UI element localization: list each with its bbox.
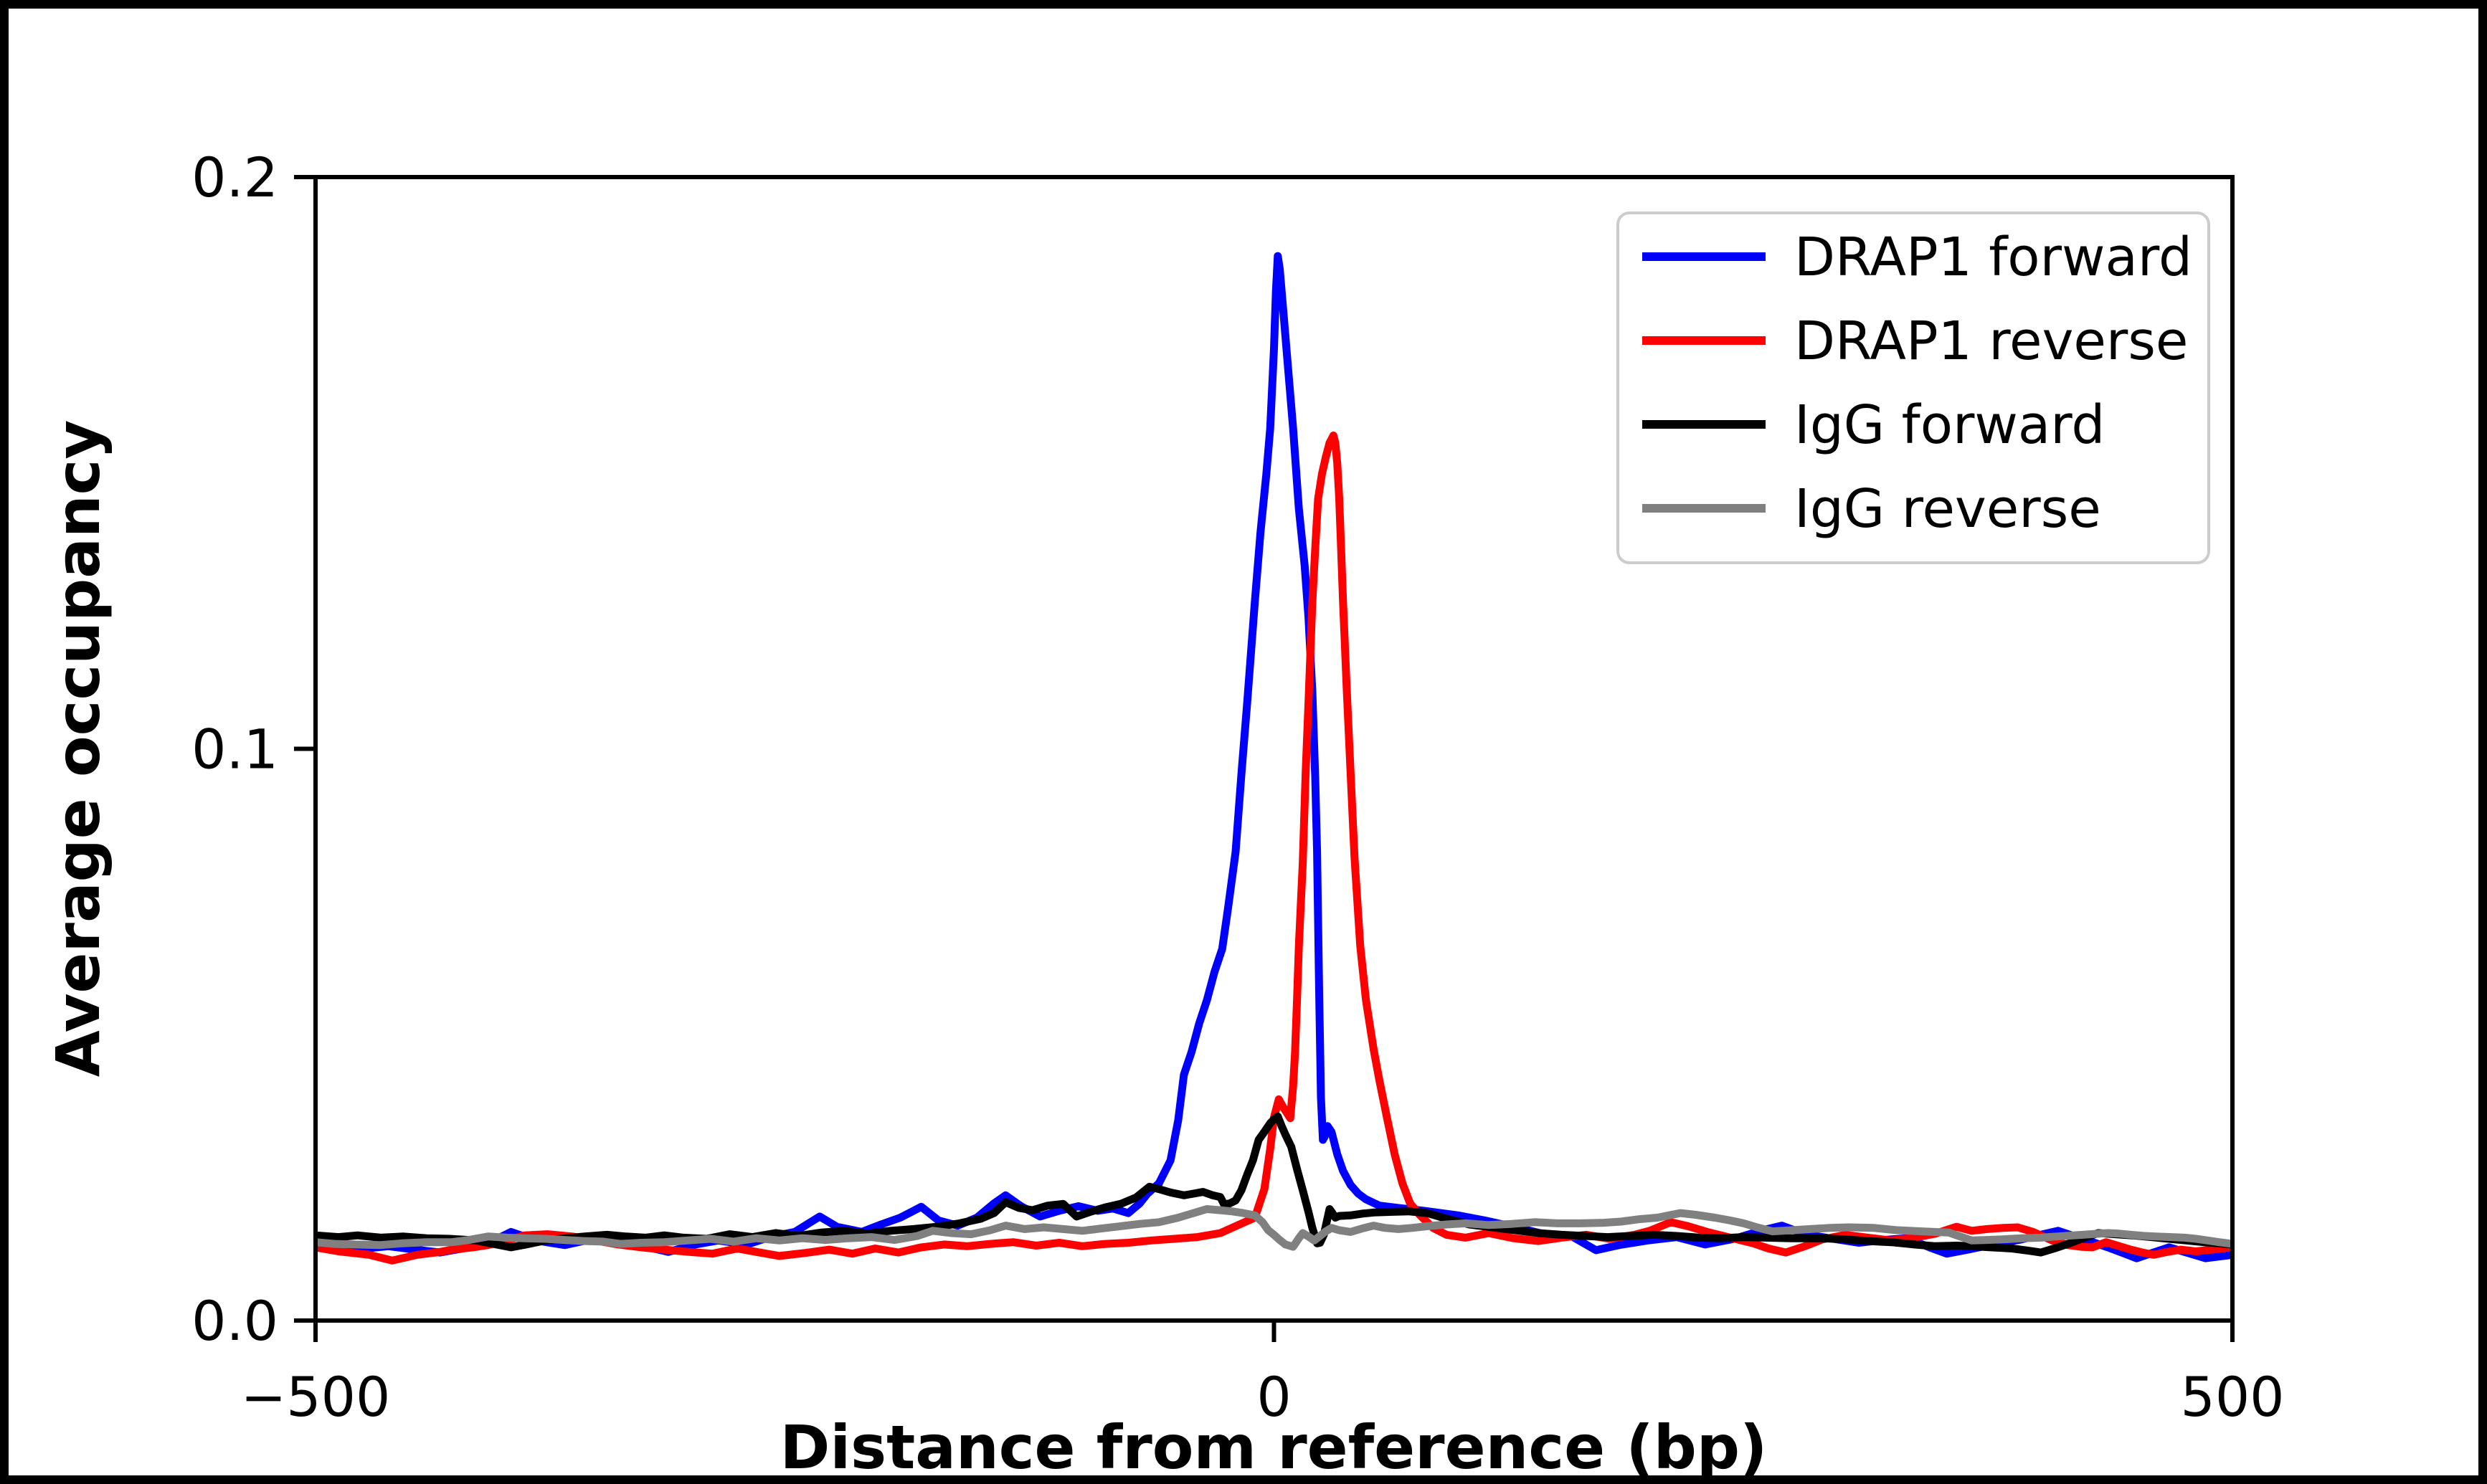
legend-label-drap1-forward: DRAP1 forward	[1794, 227, 2192, 288]
series-curves	[316, 252, 2232, 1265]
x-axis-title: Distance from reference (bp)	[780, 1412, 1768, 1483]
y-tick-label: 0.0	[191, 1289, 278, 1353]
y-axis-title: Average occupancy	[43, 420, 113, 1077]
legend-label-drap1-reverse: DRAP1 reverse	[1794, 310, 2188, 372]
x-tick-label: −500	[241, 1365, 391, 1429]
series-line-igg-forward	[316, 1112, 2232, 1257]
legend-box: DRAP1 forward DRAP1 reverse IgG forward IgG…	[1616, 211, 2210, 564]
series-line-drap1-reverse	[316, 432, 2232, 1265]
legend-label-igg-forward: IgG forward	[1794, 394, 2105, 456]
legend-frame	[1616, 211, 2210, 564]
y-tick-label: 0.1	[191, 718, 278, 781]
legend-label-igg-reverse: IgG reverse	[1794, 478, 2101, 540]
x-tick-label: 0	[1256, 1365, 1291, 1429]
series-line-igg-reverse	[316, 1205, 2232, 1251]
y-tick-label: 0.2	[191, 146, 278, 209]
x-tick-label: 500	[2180, 1365, 2284, 1429]
axes: −500 0 500 0.0 0.1 0.2	[191, 146, 2284, 1429]
